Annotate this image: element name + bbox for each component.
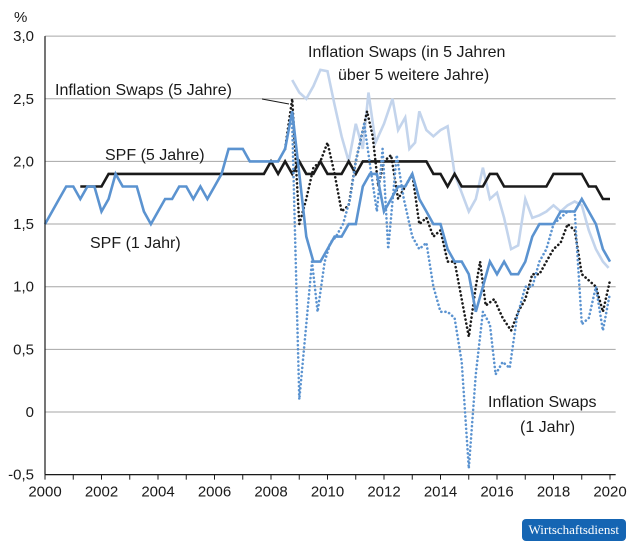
x-tick-label: 2008: [254, 484, 287, 501]
label-spf1: SPF (1 Jahr): [90, 235, 181, 252]
x-tick-label: 2006: [198, 484, 231, 501]
label-swap5: Inflation Swaps (5 Jahre): [55, 82, 232, 99]
label-swap1-line1: Inflation Swaps: [488, 394, 597, 411]
x-tick-label: 2016: [480, 484, 513, 501]
y-tick-label: 1,0: [13, 279, 34, 296]
x-tick-label: 2000: [28, 484, 61, 501]
y-tick-label: -0,5: [8, 467, 34, 484]
label-swap5y5y-line1: Inflation Swaps (in 5 Jahren: [308, 44, 505, 61]
y-tick-label: 3,0: [13, 28, 34, 45]
series-line-2: [291, 68, 610, 269]
series-line-3: [283, 98, 612, 338]
y-tick-label: 0: [26, 404, 34, 421]
series-line-1: [80, 158, 610, 201]
series-line-4: [290, 122, 612, 469]
x-tick-label: 2012: [367, 484, 400, 501]
x-tick-label: 2004: [141, 484, 174, 501]
x-tick-label: 2014: [424, 484, 457, 501]
y-tick-label: 2,5: [13, 91, 34, 108]
x-tick-label: 2018: [537, 484, 570, 501]
wirtschaftsdienst-logo: Wirtschaftsdienst: [521, 519, 626, 541]
label-swap1-line2: (1 Jahr): [520, 419, 575, 436]
x-tick-label: 2002: [85, 484, 118, 501]
label-spf5: SPF (5 Jahre): [105, 147, 205, 164]
y-tick-label: 2,0: [13, 153, 34, 170]
label-swap5y5y-line2: über 5 weitere Jahre): [338, 67, 489, 84]
x-tick-label: 2010: [311, 484, 344, 501]
series-line-0: [43, 111, 612, 313]
y-tick-label: 1,5: [13, 216, 34, 233]
x-tick-label: 2020: [593, 484, 626, 501]
label-swap5-leader-line: [261, 98, 290, 105]
y-tick-label: 0,5: [13, 341, 34, 358]
y-axis-unit-label: %: [14, 9, 27, 26]
